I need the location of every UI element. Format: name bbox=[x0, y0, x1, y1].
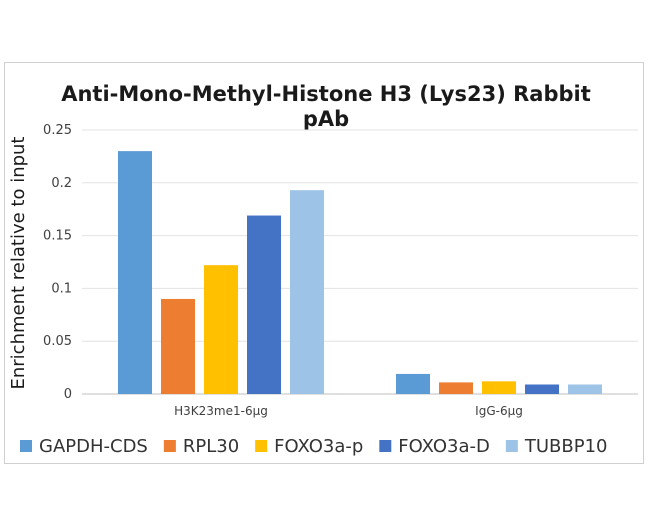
legend-swatch bbox=[20, 440, 32, 452]
x-category-labels: H3K23me1-6μg IgG-6μg bbox=[174, 404, 523, 418]
legend-label: GAPDH-CDS bbox=[39, 436, 148, 457]
bar-gapdh-cds-2 bbox=[396, 373, 430, 394]
bar-rpl30-1 bbox=[161, 298, 195, 394]
y-tick-label: 0.2 bbox=[51, 176, 72, 191]
x-category-label: H3K23me1-6μg bbox=[174, 404, 268, 418]
legend-label: FOXO3a-p bbox=[274, 436, 363, 457]
y-tick-label: 0.25 bbox=[43, 123, 72, 138]
bar-foxo3a-p-2 bbox=[482, 381, 516, 394]
y-tick-label: 0.05 bbox=[43, 334, 72, 349]
chart-title-line-1: Anti-Mono-Methyl-Histone H3 (Lys23) Rabb… bbox=[61, 82, 591, 106]
legend-label: FOXO3a-D bbox=[398, 436, 490, 457]
bar-gapdh-cds-1 bbox=[118, 151, 152, 394]
bar-rpl30-2 bbox=[439, 382, 473, 394]
y-tick-label: 0.15 bbox=[43, 229, 72, 244]
chart-title-line-2: pAb bbox=[303, 107, 349, 131]
legend-swatch bbox=[163, 440, 176, 452]
bar-tubbp10-1 bbox=[290, 190, 324, 394]
bar-foxo3a-d-1 bbox=[247, 215, 281, 394]
x-category-label: IgG-6μg bbox=[475, 404, 523, 418]
legend-swatch bbox=[379, 440, 392, 452]
legend: GAPDH-CDS RPL30 FOXO3a-p FOXO3a-D TUBBP10 bbox=[20, 436, 608, 457]
bar-tubbp10-2 bbox=[568, 384, 602, 394]
y-axis-label: Enrichment relative to input bbox=[8, 137, 29, 390]
bar-foxo3a-d-2 bbox=[525, 384, 559, 394]
y-tick-labels: 0 0.05 0.1 0.15 0.2 0.25 bbox=[43, 123, 72, 402]
chart-frame bbox=[4, 62, 644, 464]
y-tick-label: 0 bbox=[64, 387, 72, 402]
bars bbox=[118, 151, 602, 394]
legend-swatch bbox=[505, 440, 518, 452]
legend-swatch bbox=[255, 440, 268, 452]
legend-label: TUBBP10 bbox=[524, 436, 608, 457]
legend-label: RPL30 bbox=[183, 436, 239, 457]
y-tick-label: 0.1 bbox=[51, 281, 72, 296]
bar-foxo3a-p-1 bbox=[204, 265, 238, 394]
